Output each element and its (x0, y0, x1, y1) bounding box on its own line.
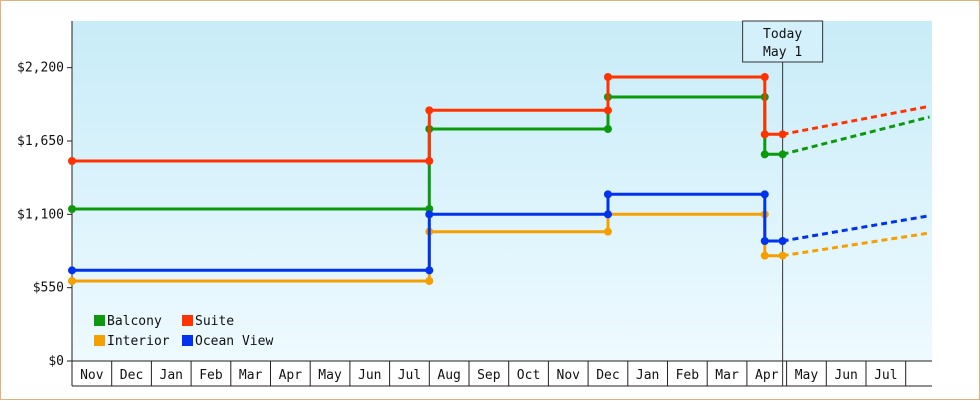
legend-swatch-balcony (94, 315, 105, 326)
x-tick-label: Feb (199, 368, 223, 383)
data-point-ocean-view (425, 266, 434, 275)
x-tick-label: Sep (477, 368, 501, 383)
x-tick-label: Oct (517, 368, 540, 383)
data-point-ocean-view (68, 266, 76, 275)
series-layer (68, 73, 930, 285)
data-point-ocean-view (425, 210, 434, 219)
y-tick-label: $1,100 (17, 207, 64, 222)
data-point-balcony (68, 205, 76, 213)
series-line-ocean-view (72, 192, 783, 272)
legend-swatch-suite (182, 315, 193, 326)
data-point-suite (760, 130, 769, 139)
legend-label-ocean-view: Ocean View (195, 334, 273, 349)
legend-swatch-ocean-view (182, 335, 193, 346)
series-suite (68, 73, 930, 165)
x-tick-label: Jan (636, 368, 659, 383)
x-tick-label: Feb (676, 368, 700, 383)
y-tick-label: $0 (48, 354, 64, 369)
series-line-suite (72, 75, 783, 163)
today-label: Today (763, 27, 802, 42)
x-tick-label: Jul (874, 368, 897, 383)
plot-background (72, 21, 932, 361)
y-tick-label: $550 (33, 281, 64, 296)
x-tick-label: Apr (755, 368, 779, 383)
projection-line-balcony (782, 115, 930, 156)
today-layer: Today May 1 (742, 20, 824, 386)
today-date: May 1 (763, 45, 802, 60)
projection-line-interior (782, 231, 930, 258)
data-point-interior (603, 227, 612, 236)
x-tick-label: Nov (80, 368, 104, 383)
data-point-suite (68, 157, 76, 165)
data-point-ocean-view (760, 190, 769, 199)
legend-label-interior: Interior (107, 334, 170, 349)
x-tick-label: Mar (715, 368, 739, 383)
data-point-interior (68, 277, 76, 285)
data-point-suite (425, 157, 434, 165)
data-point-interior (425, 277, 434, 285)
data-point-suite (603, 73, 612, 81)
y-tick-label: $1,650 (17, 134, 64, 149)
data-point-suite (603, 106, 612, 115)
legend-label-suite: Suite (195, 314, 234, 329)
x-tick-label: Dec (120, 368, 143, 383)
axes-layer: $0 $550 $1,100 $1,650 $2,200 Nov Dec Jan Feb Mar A… (17, 21, 932, 387)
legend-swatch-interior (94, 335, 105, 346)
data-point-suite (425, 106, 434, 115)
x-tick-label: May (318, 368, 342, 383)
x-tick-label: Mar (239, 368, 263, 383)
series-ocean-view (68, 190, 930, 275)
x-tick-label: Jun (358, 368, 381, 383)
data-point-balcony (603, 125, 612, 133)
data-point-ocean-view (760, 237, 769, 245)
x-tick-label: Jun (834, 368, 857, 383)
x-tick-label: Jul (398, 368, 421, 383)
x-tick-label: Dec (596, 368, 619, 383)
x-tick-label: May (795, 368, 819, 383)
x-tick-label: Nov (557, 368, 581, 383)
x-tick-label: Apr (279, 368, 303, 383)
legend-label-balcony: Balcony (107, 314, 162, 329)
legend: Balcony Suite Interior Ocean View (94, 314, 273, 349)
x-tick-label: Jan (160, 368, 183, 383)
x-tick-label: Aug (437, 368, 460, 383)
projection-line-suite (782, 104, 930, 136)
data-point-ocean-view (603, 190, 612, 199)
data-point-interior (760, 251, 769, 260)
data-point-balcony (760, 150, 769, 159)
data-point-suite (760, 73, 769, 81)
data-point-ocean-view (603, 210, 612, 219)
projection-line-ocean-view (782, 214, 930, 243)
y-tick-label: $2,200 (17, 61, 64, 76)
today-box (742, 20, 824, 63)
